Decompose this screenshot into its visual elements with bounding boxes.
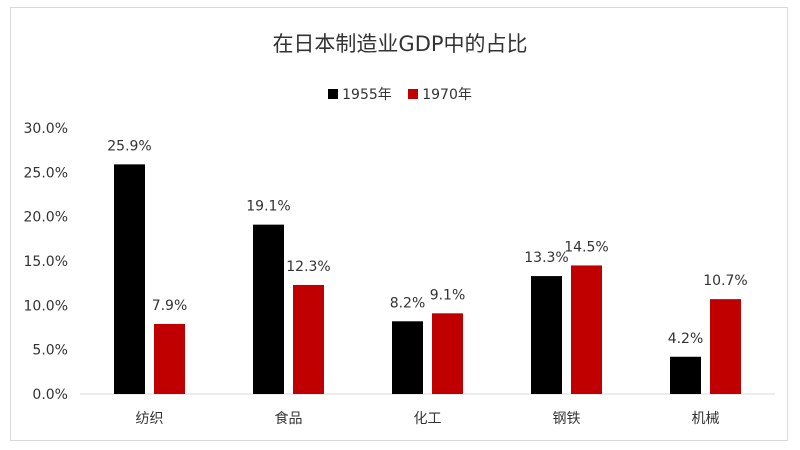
bar-1970 [432,313,463,394]
bar-1955 [531,276,562,394]
x-tick-label: 机械 [692,411,720,427]
x-tick-label: 纺织 [136,411,164,427]
data-label: 7.9% [152,298,188,314]
legend-item-1955: 1955年 [328,84,392,104]
y-tick-label: 5.0% [32,343,68,359]
chart-title: 在日本制造业GDP中的占比 [272,32,528,56]
data-label: 9.1% [430,287,466,303]
data-label: 13.3% [524,250,568,266]
bar-1970 [710,299,741,394]
legend-swatch-1955 [328,89,339,99]
y-tick-label: 25.0% [24,165,68,181]
legend-label-1955: 1955年 [342,87,392,103]
data-label: 12.3% [286,259,330,275]
bar-1955 [392,321,423,394]
data-label: 4.2% [668,331,704,347]
legend-item-1970: 1970年 [408,84,472,104]
bar-1955 [114,164,145,394]
bar-1970 [293,284,324,394]
y-tick-label: 20.0% [24,210,68,226]
legend-swatch-1970 [408,89,419,99]
bar-1970 [571,265,602,394]
data-label: 25.9% [107,138,151,154]
y-tick-label: 15.0% [24,254,68,270]
y-tick-label: 10.0% [24,298,68,314]
y-tick-label: 0.0% [32,387,68,403]
bar-1955 [670,356,701,394]
data-label: 14.5% [564,239,608,255]
data-label: 8.2% [390,295,426,311]
legend-label-1970: 1970年 [422,87,472,103]
data-label: 10.7% [703,273,747,289]
data-label: 19.1% [246,199,290,215]
x-tick-label: 食品 [275,410,303,427]
x-tick-label: 化工 [414,411,442,427]
legend: 1955年 1970年 [0,84,800,104]
bar-1955 [253,224,284,394]
y-tick-label: 30.0% [24,121,68,137]
x-tick-label: 钢铁 [553,411,581,427]
bar-1970 [154,323,185,394]
